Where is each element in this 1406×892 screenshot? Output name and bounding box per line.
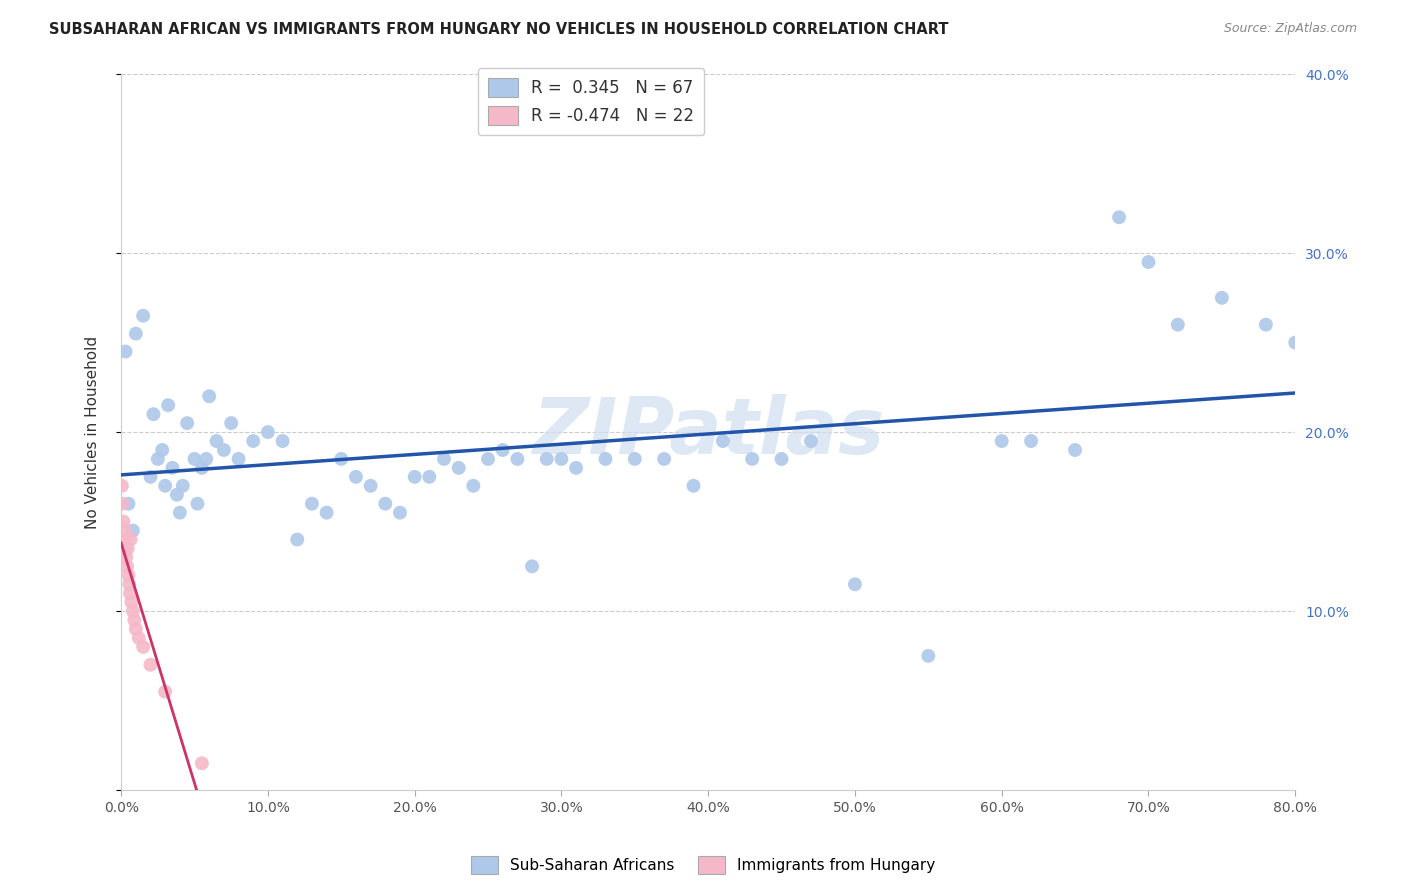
Point (219, 416, 242, 430)
Point (117, 568, 139, 582)
Point (195, 452, 218, 467)
Point (271, 434, 294, 448)
Point (118, 586, 141, 600)
Point (132, 640, 155, 654)
Point (1137, 255, 1160, 269)
Point (186, 497, 208, 511)
Point (1108, 211, 1130, 225)
Point (433, 452, 456, 467)
Point (124, 613, 146, 627)
Point (990, 434, 1012, 448)
Point (112, 533, 135, 547)
Point (139, 657, 162, 672)
Point (447, 461, 470, 475)
Point (176, 416, 198, 430)
Point (257, 425, 280, 439)
Point (506, 452, 529, 467)
Point (183, 452, 205, 467)
Point (162, 461, 184, 475)
Point (114, 541, 136, 556)
Text: Source: ZipAtlas.com: Source: ZipAtlas.com (1223, 22, 1357, 36)
Point (125, 326, 148, 341)
Point (565, 461, 588, 475)
Point (285, 533, 308, 547)
Point (146, 452, 169, 467)
Point (122, 604, 145, 618)
Point (128, 631, 150, 645)
Point (1167, 318, 1189, 332)
Point (1284, 335, 1306, 350)
Point (122, 524, 145, 538)
Point (1064, 442, 1087, 457)
Point (330, 452, 353, 467)
Point (1254, 318, 1277, 332)
Point (652, 452, 675, 467)
Point (418, 470, 440, 484)
Point (172, 479, 194, 493)
Point (242, 434, 264, 448)
Point (741, 452, 763, 467)
Point (132, 309, 155, 323)
Point (770, 452, 793, 467)
Point (388, 506, 411, 520)
Point (114, 344, 136, 359)
Point (191, 461, 214, 475)
Text: SUBSAHARAN AFRICAN VS IMMIGRANTS FROM HUNGARY NO VEHICLES IN HOUSEHOLD CORRELATI: SUBSAHARAN AFRICAN VS IMMIGRANTS FROM HU… (49, 22, 949, 37)
Point (205, 434, 228, 448)
Point (153, 684, 176, 698)
Point (169, 506, 191, 520)
Point (374, 497, 396, 511)
Point (115, 550, 138, 565)
Point (1211, 291, 1233, 305)
Point (198, 389, 221, 403)
Point (111, 479, 134, 493)
Point (595, 452, 617, 467)
Point (139, 470, 162, 484)
Point (118, 577, 141, 591)
Point (492, 442, 515, 457)
Point (1019, 434, 1042, 448)
Point (536, 452, 558, 467)
Point (212, 442, 235, 457)
Point (150, 442, 173, 457)
Point (301, 497, 323, 511)
Point (117, 541, 139, 556)
Point (120, 595, 142, 609)
Point (404, 470, 426, 484)
Point (682, 479, 704, 493)
Point (153, 479, 176, 493)
Point (115, 559, 138, 574)
Point (120, 533, 142, 547)
Text: ZIPatlas: ZIPatlas (531, 394, 884, 470)
Legend: Sub-Saharan Africans, Immigrants from Hungary: Sub-Saharan Africans, Immigrants from Hu… (464, 850, 942, 880)
Point (360, 479, 382, 493)
Point (166, 488, 188, 502)
Legend: R =  0.345   N = 67, R = -0.474   N = 22: R = 0.345 N = 67, R = -0.474 N = 22 (478, 68, 704, 135)
Point (117, 497, 139, 511)
Point (550, 452, 572, 467)
Point (463, 479, 485, 493)
Point (112, 515, 135, 529)
Point (114, 524, 136, 538)
Point (125, 622, 148, 636)
Point (844, 577, 866, 591)
Y-axis label: No Vehicles in Household: No Vehicles in Household (86, 335, 100, 529)
Point (191, 756, 214, 771)
Point (344, 470, 367, 484)
Point (142, 407, 165, 421)
Point (111, 497, 134, 511)
Point (917, 648, 939, 663)
Point (800, 434, 823, 448)
Point (228, 452, 250, 467)
Point (623, 452, 645, 467)
Point (157, 398, 180, 412)
Point (315, 506, 337, 520)
Point (520, 559, 543, 574)
Point (711, 434, 734, 448)
Point (477, 452, 499, 467)
